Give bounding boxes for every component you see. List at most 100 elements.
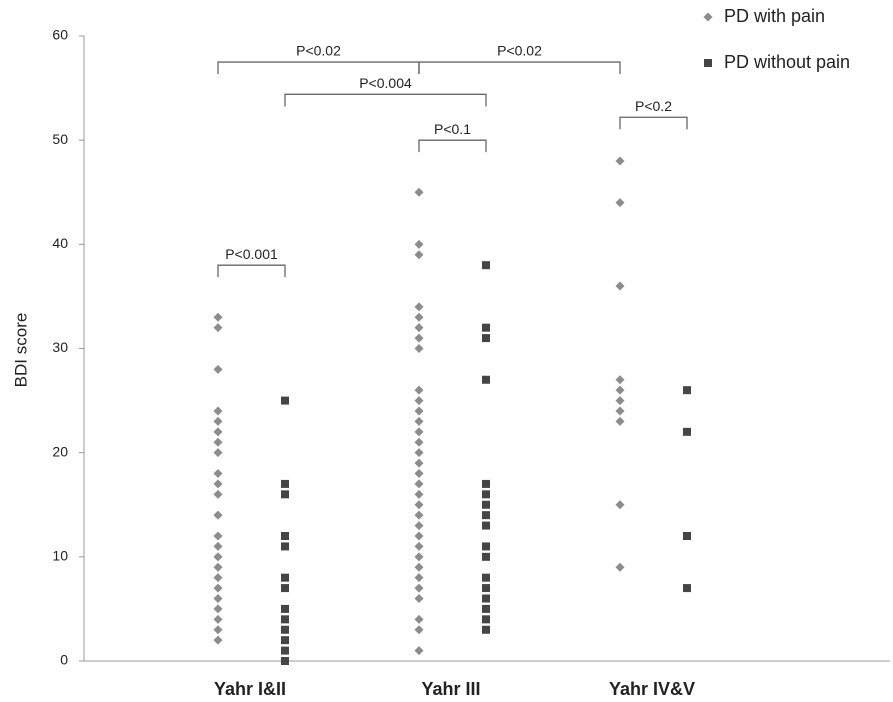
point <box>482 375 490 384</box>
point <box>615 500 625 510</box>
point <box>414 187 424 197</box>
y-axis-label: BDI score <box>11 313 30 388</box>
point <box>414 479 424 489</box>
point <box>482 542 490 551</box>
point <box>213 541 223 551</box>
point <box>414 521 424 531</box>
point <box>414 333 424 343</box>
significance-bracket <box>217 61 420 75</box>
point <box>482 490 490 499</box>
point <box>281 625 289 634</box>
point <box>281 542 289 551</box>
point <box>281 646 289 655</box>
point <box>414 562 424 572</box>
point <box>482 584 490 593</box>
point <box>281 615 289 624</box>
point <box>213 448 223 458</box>
significance-bracket <box>418 139 487 153</box>
point <box>414 406 424 416</box>
point <box>414 416 424 426</box>
point <box>482 521 490 530</box>
point <box>281 573 289 582</box>
point <box>213 469 223 478</box>
point <box>414 489 424 499</box>
point <box>414 614 424 624</box>
y-tick-label: 40 <box>52 235 68 251</box>
point <box>213 614 223 624</box>
point <box>615 375 625 385</box>
point <box>615 406 625 416</box>
point <box>414 437 424 447</box>
point <box>683 386 691 395</box>
point <box>213 510 223 520</box>
x-tick-label: Yahr IV&V <box>609 679 695 699</box>
point <box>213 416 223 426</box>
significance-label: P<0.004 <box>359 75 412 91</box>
point <box>213 562 223 572</box>
point <box>414 583 424 593</box>
y-tick-label: 60 <box>52 27 68 43</box>
point <box>615 416 625 426</box>
point <box>213 583 223 593</box>
point <box>213 489 223 499</box>
legend-label: PD with pain <box>724 6 825 26</box>
point <box>281 396 289 405</box>
point <box>213 312 223 322</box>
significance-bracket <box>284 93 487 107</box>
point <box>414 625 424 635</box>
point <box>615 281 625 291</box>
point <box>213 594 223 603</box>
point <box>482 594 490 603</box>
point <box>683 584 691 593</box>
point <box>482 334 490 343</box>
significance-bracket <box>217 264 286 278</box>
point <box>482 323 490 332</box>
significance-label: P<0.001 <box>225 246 278 262</box>
point <box>213 323 223 333</box>
point <box>414 469 424 478</box>
point <box>615 198 625 208</box>
point <box>213 479 223 489</box>
point <box>414 552 424 562</box>
point <box>414 239 424 249</box>
point <box>414 312 424 322</box>
legend-label: PD without pain <box>724 52 850 72</box>
point <box>414 573 424 583</box>
point <box>281 490 289 499</box>
point <box>414 250 424 260</box>
point <box>683 532 691 540</box>
point <box>482 500 490 509</box>
significance-bracket <box>619 116 688 130</box>
point <box>414 646 424 656</box>
point <box>414 385 424 395</box>
point <box>213 364 223 374</box>
point <box>615 385 625 395</box>
point <box>414 427 424 437</box>
point <box>414 396 424 406</box>
point <box>414 458 424 468</box>
point <box>213 552 223 562</box>
point <box>482 261 490 270</box>
point <box>615 562 625 572</box>
point <box>281 604 289 613</box>
point <box>213 604 223 614</box>
significance-label: P<0.1 <box>434 121 471 137</box>
point <box>482 511 490 520</box>
y-tick-label: 0 <box>60 652 68 668</box>
point <box>414 541 424 551</box>
point <box>482 573 490 582</box>
legend-marker <box>703 12 713 22</box>
legend-marker <box>704 59 712 67</box>
significance-label: P<0.02 <box>296 43 341 59</box>
point <box>213 406 223 416</box>
point <box>213 427 223 437</box>
point <box>281 584 289 593</box>
point <box>414 594 424 603</box>
y-tick-label: 20 <box>52 443 68 459</box>
point <box>213 635 223 645</box>
point <box>482 604 490 613</box>
point <box>482 615 490 624</box>
point <box>414 510 424 520</box>
x-tick-label: Yahr I&II <box>214 679 286 699</box>
